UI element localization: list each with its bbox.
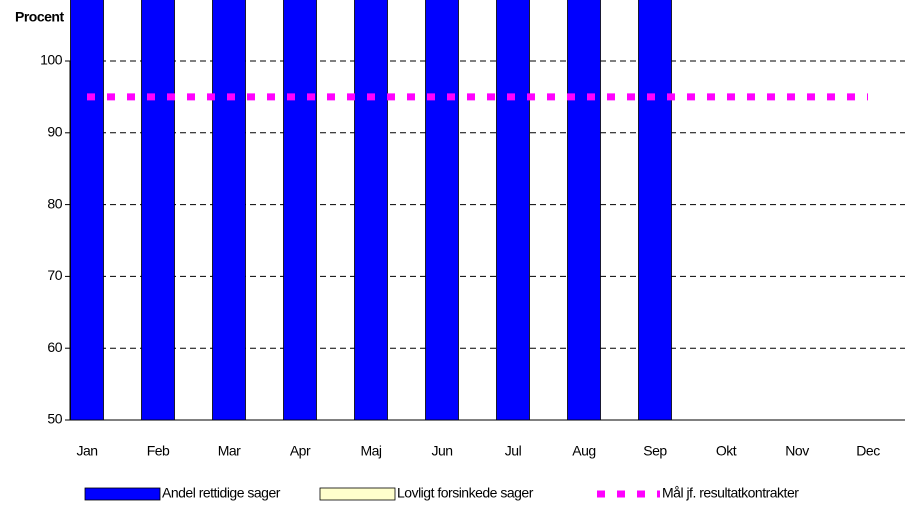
y-tick-label: 60 <box>47 339 62 355</box>
bar <box>212 0 246 421</box>
y-tick-label: 80 <box>47 195 62 211</box>
bar <box>283 0 317 421</box>
bar <box>425 0 459 421</box>
bar <box>567 0 601 421</box>
x-tick-label: Sep <box>643 443 667 459</box>
x-tick-label: Okt <box>716 443 737 459</box>
legend-label: Lovligt forsinkede sager <box>397 485 534 501</box>
bar <box>141 0 175 421</box>
x-tick-label: Jan <box>76 443 97 459</box>
legend-label: Andel rettidige sager <box>162 485 281 501</box>
bar <box>354 0 388 421</box>
y-tick-label: 50 <box>47 411 62 427</box>
legend-swatch <box>84 487 161 501</box>
x-tick-label: Aug <box>572 443 595 459</box>
legend-label: Mål jf. resultatkontrakter <box>662 485 799 501</box>
y-tick-label: 70 <box>47 267 62 283</box>
x-tick-label: Maj <box>360 443 381 459</box>
y-tick-label: 100 <box>40 52 63 68</box>
x-tick-label: Jul <box>505 443 522 459</box>
x-tick-label: Mar <box>218 443 241 459</box>
x-tick-label: Feb <box>147 443 170 459</box>
bar <box>70 0 104 421</box>
x-tick-label: Dec <box>856 443 880 459</box>
bar <box>638 0 672 421</box>
x-tick-label: Jun <box>431 443 452 459</box>
x-tick-label: Apr <box>290 443 311 459</box>
legend-swatch <box>319 487 396 501</box>
y-axis-label: Procent <box>15 9 64 25</box>
x-tick-label: Nov <box>785 443 809 459</box>
bar <box>496 0 530 421</box>
y-tick-label: 90 <box>47 124 62 140</box>
